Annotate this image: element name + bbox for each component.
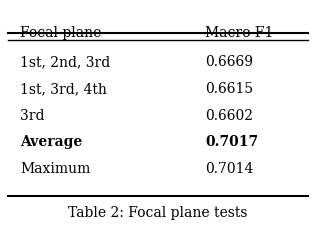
Text: 0.7014: 0.7014 bbox=[205, 161, 253, 175]
Text: 1st, 3rd, 4th: 1st, 3rd, 4th bbox=[20, 82, 107, 96]
Text: 0.6669: 0.6669 bbox=[205, 55, 253, 69]
Text: 0.7017: 0.7017 bbox=[205, 135, 258, 148]
Text: 1st, 2nd, 3rd: 1st, 2nd, 3rd bbox=[20, 55, 110, 69]
Text: Focal plane: Focal plane bbox=[20, 26, 101, 40]
Text: 0.6602: 0.6602 bbox=[205, 108, 253, 122]
Text: Macro F1: Macro F1 bbox=[205, 26, 273, 40]
Text: Average: Average bbox=[20, 135, 82, 148]
Text: 3rd: 3rd bbox=[20, 108, 45, 122]
Text: Maximum: Maximum bbox=[20, 161, 91, 175]
Text: Table 2: Focal plane tests: Table 2: Focal plane tests bbox=[68, 205, 248, 219]
Text: 0.6615: 0.6615 bbox=[205, 82, 253, 96]
